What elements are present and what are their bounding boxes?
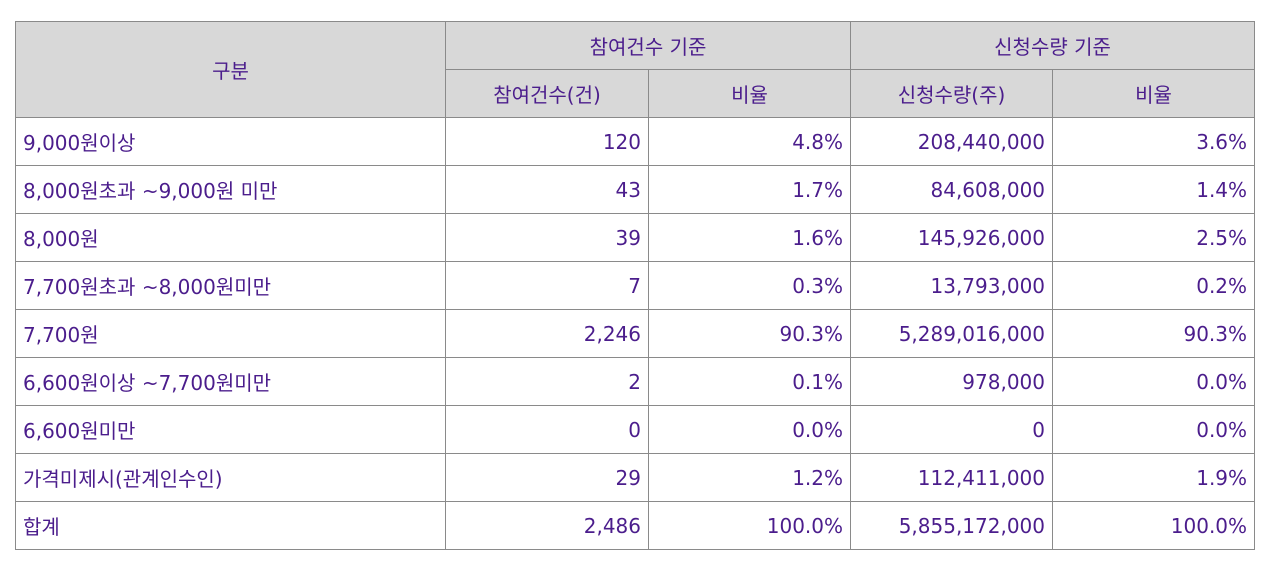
quantity-cell: 13,793,000 (850, 261, 1054, 310)
count-cell: 2 (445, 357, 649, 406)
header-group-quantity: 신청수량 기준 (850, 21, 1256, 70)
count-cell: 29 (445, 453, 649, 502)
count-cell: 2,246 (445, 309, 649, 358)
count-cell: 43 (445, 165, 649, 214)
header-row-columns: 참여건수(건) 비율 신청수량(주) 비율 (16, 69, 1256, 118)
table-row: 8,000원 39 1.6% 145,926,000 2.5% (15, 213, 1256, 262)
quantity-cell: 84,608,000 (850, 165, 1054, 214)
table-row: 7,700원 2,246 90.3% 5,289,016,000 90.3% (15, 309, 1256, 358)
quantity-ratio-cell: 2.5% (1052, 213, 1256, 262)
table-row: 8,000원초과 ~9,000원 미만 43 1.7% 84,608,000 1… (15, 165, 1256, 214)
count-ratio-cell: 100.0% (647, 501, 852, 550)
quantity-ratio-cell: 1.9% (1052, 453, 1256, 502)
demand-forecast-table: 구분 참여건수 기준 신청수량 기준 참여건수(건) 비율 신청수량(주) 비율… (15, 21, 1256, 550)
count-ratio-cell: 1.6% (647, 213, 852, 262)
quantity-ratio-cell: 3.6% (1052, 117, 1256, 166)
table-row: 9,000원이상 120 4.8% 208,440,000 3.6% (15, 117, 1256, 166)
table-body: 9,000원이상 120 4.8% 208,440,000 3.6% 8,000… (15, 117, 1256, 550)
count-cell: 2,486 (445, 501, 649, 550)
row-label: 8,000원 (15, 213, 446, 262)
table-row: 6,600원이상 ~7,700원미만 2 0.1% 978,000 0.0% (15, 357, 1256, 406)
row-label: 6,600원이상 ~7,700원미만 (15, 357, 446, 406)
row-label: 7,700원 (15, 309, 446, 358)
quantity-ratio-cell: 0.2% (1052, 261, 1256, 310)
quantity-cell: 112,411,000 (850, 453, 1054, 502)
count-cell: 0 (445, 405, 649, 454)
row-label: 6,600원미만 (15, 405, 446, 454)
row-label: 합계 (15, 501, 446, 550)
quantity-cell: 978,000 (850, 357, 1054, 406)
count-ratio-cell: 1.7% (647, 165, 852, 214)
quantity-ratio-cell: 1.4% (1052, 165, 1256, 214)
header-group-count: 참여건수 기준 (444, 21, 852, 70)
header-quantity-ratio: 비율 (1052, 69, 1256, 118)
quantity-cell: 0 (850, 405, 1054, 454)
total-row: 합계 2,486 100.0% 5,855,172,000 100.0% (15, 501, 1256, 550)
header-row-groups: 구분 참여건수 기준 신청수량 기준 (15, 21, 1256, 118)
row-label: 8,000원초과 ~9,000원 미만 (15, 165, 446, 214)
row-label: 7,700원초과 ~8,000원미만 (15, 261, 446, 310)
quantity-cell: 5,289,016,000 (850, 309, 1054, 358)
quantity-cell: 145,926,000 (850, 213, 1054, 262)
table-header: 구분 참여건수 기준 신청수량 기준 참여건수(건) 비율 신청수량(주) 비율 (15, 21, 1256, 118)
quantity-cell: 5,855,172,000 (850, 501, 1054, 550)
table-row: 가격미제시(관계인수인) 29 1.2% 112,411,000 1.9% (15, 453, 1256, 502)
row-label: 가격미제시(관계인수인) (15, 453, 446, 502)
row-label: 9,000원이상 (15, 117, 446, 166)
quantity-ratio-cell: 100.0% (1052, 501, 1256, 550)
count-ratio-cell: 90.3% (647, 309, 852, 358)
header-count-ratio: 비율 (647, 69, 852, 118)
header-quantity: 신청수량(주) (850, 69, 1054, 118)
count-ratio-cell: 0.1% (647, 357, 852, 406)
quantity-ratio-cell: 0.0% (1052, 357, 1256, 406)
table-row: 7,700원초과 ~8,000원미만 7 0.3% 13,793,000 0.2… (15, 261, 1256, 310)
count-cell: 120 (445, 117, 649, 166)
count-ratio-cell: 1.2% (647, 453, 852, 502)
count-ratio-cell: 4.8% (647, 117, 852, 166)
quantity-ratio-cell: 0.0% (1052, 405, 1256, 454)
count-ratio-cell: 0.0% (647, 405, 852, 454)
count-cell: 39 (445, 213, 649, 262)
quantity-cell: 208,440,000 (850, 117, 1054, 166)
count-cell: 7 (445, 261, 649, 310)
header-category: 구분 (15, 21, 446, 118)
header-count: 참여건수(건) (445, 69, 649, 118)
quantity-ratio-cell: 90.3% (1052, 309, 1256, 358)
count-ratio-cell: 0.3% (647, 261, 852, 310)
table-row: 6,600원미만 0 0.0% 0 0.0% (15, 405, 1256, 454)
